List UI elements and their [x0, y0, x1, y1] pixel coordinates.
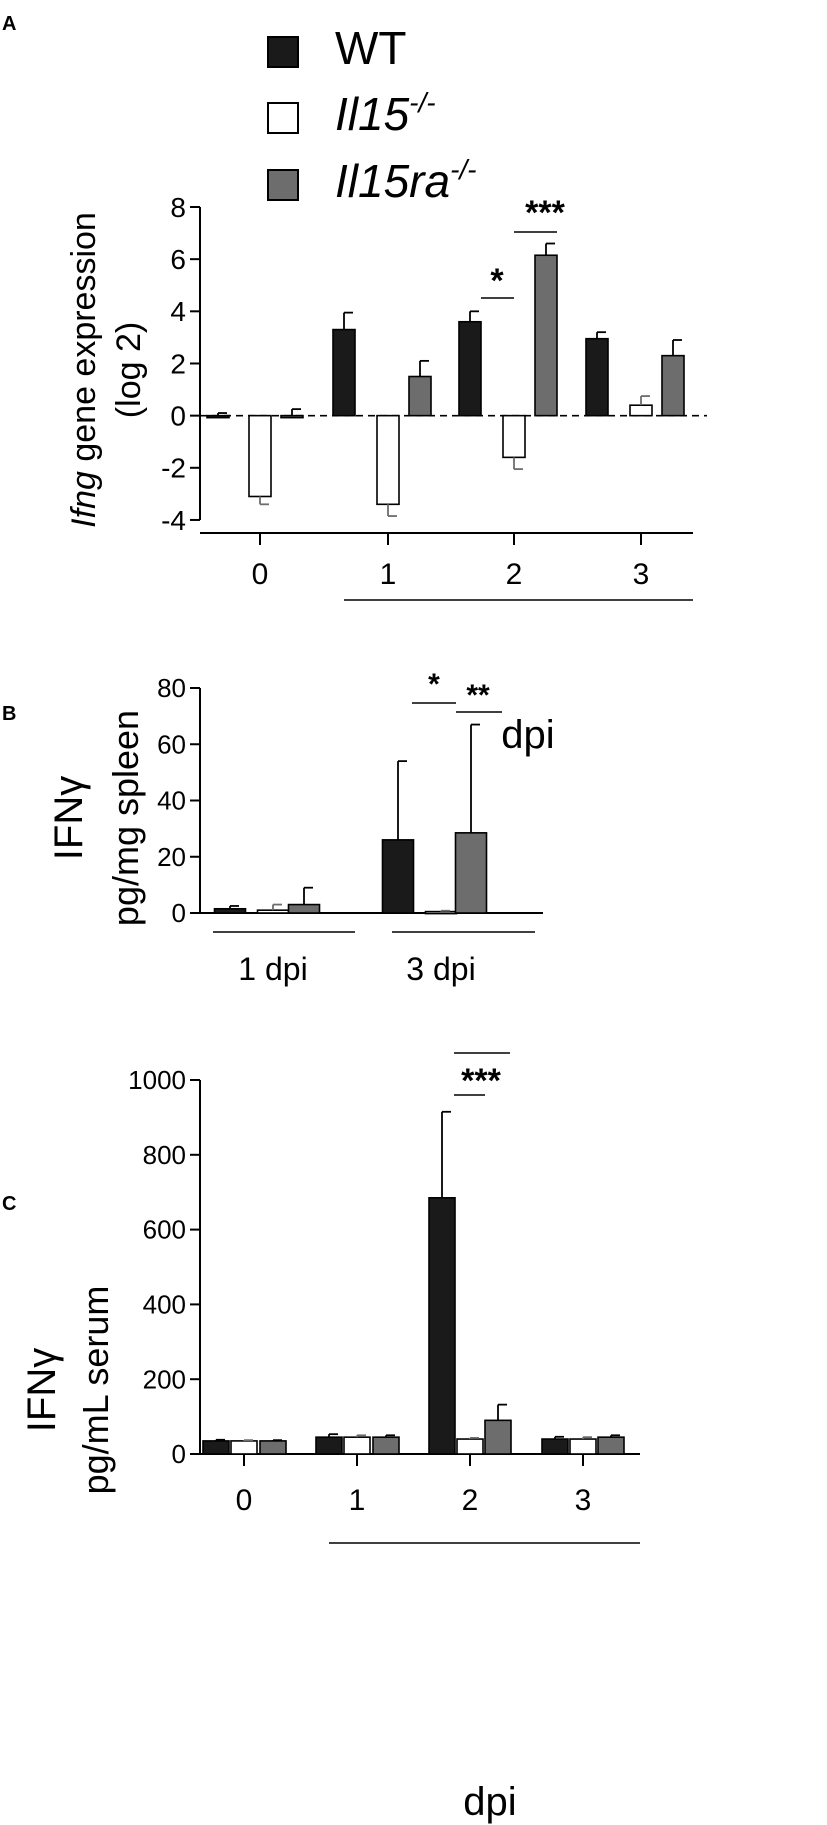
- panel-a-bar-wt-0: [206, 414, 230, 419]
- panel-a-ylabel: Ifng gene expression: [65, 212, 103, 528]
- panel-c-ytick-label: 0: [172, 1439, 186, 1469]
- panel-c-bar-il15-2: [456, 1438, 484, 1455]
- panel-a-ytick-label: 0: [170, 400, 186, 431]
- panel-c-bar-il15ra-3: [597, 1436, 625, 1455]
- panel-a-bar-il15ra-0: [280, 414, 304, 419]
- panel-c-ytick-label: 1000: [128, 1065, 186, 1095]
- panel-b-ytick-label: 60: [157, 729, 186, 759]
- panel-a-sig-label: ***: [525, 194, 565, 232]
- panel-c-bar-il15-3: [569, 1438, 597, 1455]
- panel-c-ytick-label: 600: [143, 1215, 186, 1245]
- panel-b-ytick-label: 40: [157, 786, 186, 816]
- legend-label-il15ra: Il15ra-/-: [335, 154, 477, 207]
- panel-b-bar-il15-3-dpi: [424, 910, 458, 915]
- panel-c-bar-il15ra-1: [372, 1436, 400, 1455]
- panel-a-bar-il15-1: [376, 414, 400, 506]
- panel-c-bar-il15-1: [343, 1436, 371, 1455]
- panel-c-xtick-label: 3: [575, 1484, 592, 1517]
- panel-a-chart: Ifng gene expression (log 2) dpi 8 6 4 2 0 -2…: [65, 192, 707, 757]
- panel-c-chart: IFNγ pg/mL serum dpi 1000 800 600 400 200 0 0 1…: [20, 1052, 640, 1824]
- legend-label-il15-sup: -/-: [409, 87, 435, 118]
- legend-item-il15: Il15-/-: [267, 87, 436, 140]
- panel-c-ylabel: IFNγ: [20, 1348, 64, 1432]
- legend-item-wt: WT: [267, 22, 407, 74]
- panel-label-a: A: [2, 13, 16, 35]
- panel-a-ytick-label: -4: [161, 505, 186, 536]
- panel-b-sig-label: *: [428, 668, 440, 701]
- panel-a-xtick-label: 3: [633, 558, 650, 591]
- panel-a-ylabel-italic: Ifng: [65, 471, 103, 528]
- panel-a-bar-il15ra-1: [408, 375, 432, 417]
- panel-b-ytick-label: 80: [157, 673, 186, 703]
- panel-label-b: B: [2, 703, 16, 725]
- panel-c-bar-wt-3: [541, 1438, 569, 1455]
- panel-a-bar-il15-0: [248, 414, 272, 498]
- panel-c-ytick-label: 400: [143, 1290, 186, 1320]
- legend-swatch-wt: [267, 36, 299, 68]
- panel-b-xtick-label: 1 dpi: [238, 951, 307, 987]
- legend-item-il15ra: Il15ra-/-: [267, 154, 477, 207]
- legend-swatch-il15ra: [267, 169, 299, 201]
- panel-b-bar-wt-1-dpi: [213, 907, 247, 914]
- panel-b-ylabel-line2: pg/mg spleen: [105, 710, 146, 926]
- panel-c-bar-wt-2: [428, 1197, 456, 1455]
- panel-b-xtick-label: 3 dpi: [406, 951, 475, 987]
- panel-a-bar-wt-2: [458, 320, 482, 417]
- panel-c-sig-label: ***: [461, 1062, 501, 1100]
- panel-a-xtick-label: 0: [252, 558, 269, 591]
- panel-a-ytick-label: 2: [170, 348, 186, 379]
- panel-a-bar-il15-3: [629, 404, 653, 417]
- panel-a-sig-label: *: [490, 262, 504, 300]
- panel-a-bar-il15ra-2: [534, 254, 558, 417]
- panel-b-ytick-label: 0: [172, 898, 186, 928]
- legend-label-il15: Il15-/-: [335, 87, 436, 140]
- panel-c-bar-wt-0: [202, 1440, 230, 1455]
- panel-a-ytick-label: 4: [170, 296, 186, 327]
- legend-label-wt: WT: [335, 22, 407, 74]
- panel-c-xtick-label: 2: [462, 1484, 479, 1517]
- panel-a-ytick-label: 8: [170, 192, 186, 223]
- panel-b-ylabel: IFNγ: [47, 776, 91, 860]
- panel-b-bar-il15-1-dpi: [256, 909, 290, 914]
- legend-swatch-il15: [267, 102, 299, 134]
- panel-b-bar-il15ra-3-dpi: [454, 832, 488, 914]
- panel-c-xtick-label: 0: [236, 1484, 253, 1517]
- panel-a-xtick-label: 2: [506, 558, 523, 591]
- panel-c-ylabel-line2: pg/mL serum: [75, 1286, 116, 1495]
- panel-a-bar-wt-3: [585, 337, 609, 417]
- panel-label-c: C: [2, 1193, 16, 1215]
- panel-c-ytick-label: 800: [143, 1140, 186, 1170]
- panel-b-ytick-label: 20: [157, 842, 186, 872]
- panel-c-bar-il15ra-0: [259, 1440, 287, 1455]
- panel-a-ylabel-rest: gene expression: [65, 212, 103, 471]
- panel-a-xtick-label: 1: [380, 558, 397, 591]
- panel-b-bar-il15ra-1-dpi: [287, 903, 321, 914]
- legend-label-il15-name: Il15: [335, 88, 410, 140]
- panel-a-xlabel: dpi: [501, 713, 554, 757]
- panel-a-bar-il15-2: [502, 414, 526, 459]
- panel-c-ytick-label: 200: [143, 1364, 186, 1394]
- panel-c-xtick-label: 1: [349, 1484, 366, 1517]
- panel-c-bar-il15-0: [230, 1440, 258, 1455]
- panel-a-bar-il15ra-3: [661, 354, 685, 417]
- legend-label-il15ra-name: Il15ra: [335, 155, 450, 207]
- panel-a-ytick-label: -2: [161, 453, 186, 484]
- panel-c-bar-wt-1: [315, 1436, 343, 1455]
- panel-c-bar-il15ra-2: [484, 1419, 512, 1455]
- legend: WT Il15-/- Il15ra-/-: [267, 22, 477, 207]
- panel-a-ylabel-line2: (log 2): [110, 322, 148, 418]
- panel-a-bar-wt-1: [332, 328, 356, 417]
- panel-b-sig-label: **: [466, 679, 490, 712]
- panel-b-bar-wt-3-dpi: [381, 839, 415, 914]
- legend-label-il15ra-sup: -/-: [450, 154, 476, 185]
- panel-a-ytick-label: 6: [170, 244, 186, 275]
- panel-c-xlabel: dpi: [463, 1780, 516, 1824]
